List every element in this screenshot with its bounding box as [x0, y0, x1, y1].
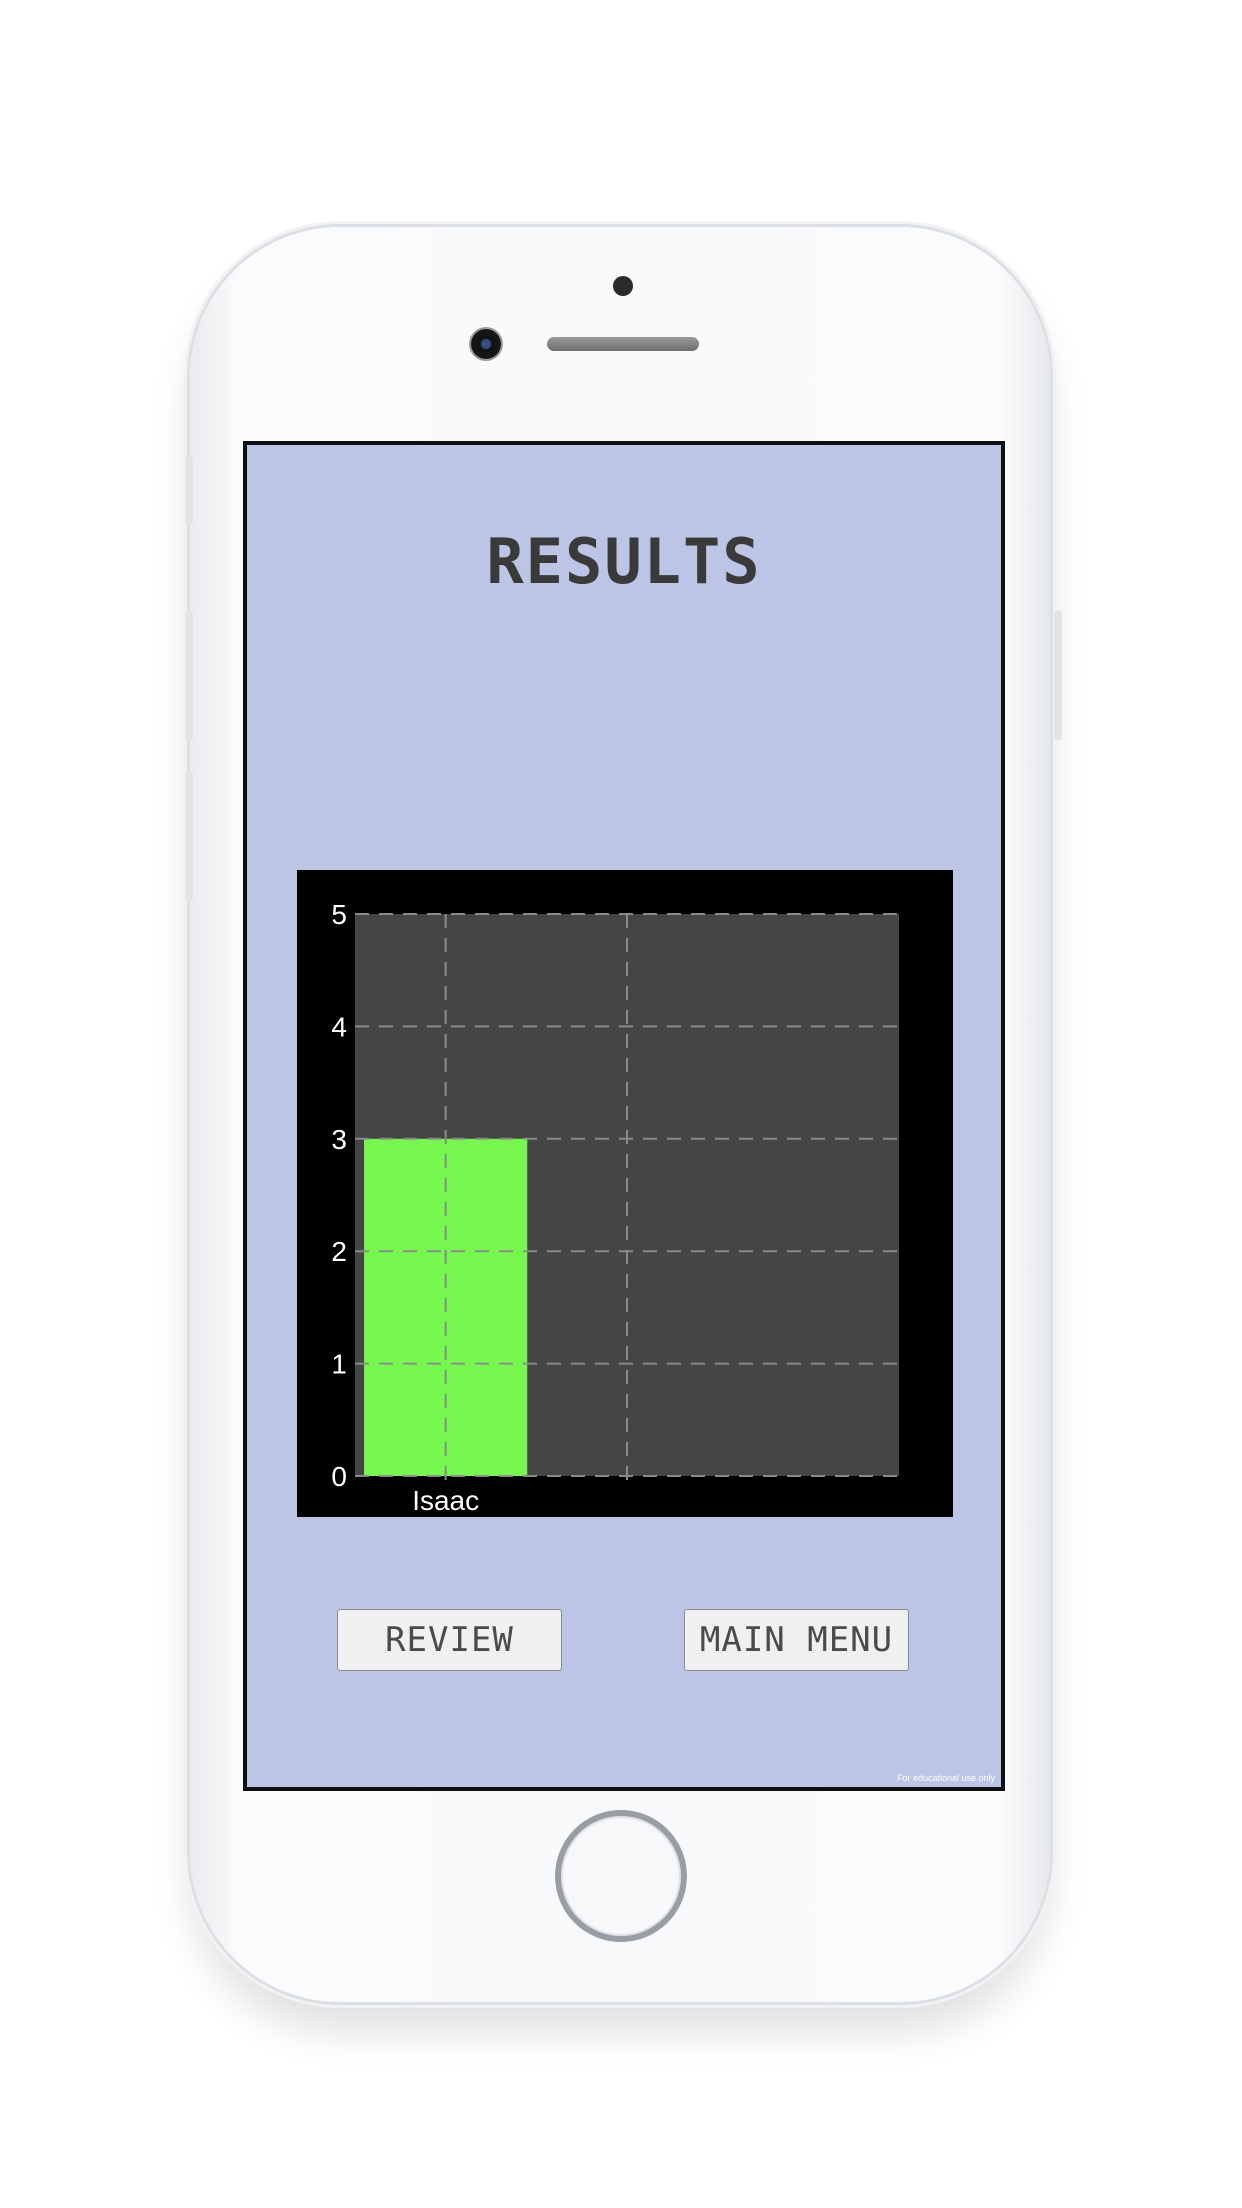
page-title: RESULTS [486, 525, 762, 598]
volume-down-button [185, 772, 193, 902]
y-tick-label: 1 [331, 1349, 347, 1380]
power-button [1054, 610, 1062, 740]
review-button[interactable]: REVIEW [337, 1609, 562, 1671]
bar-chart-svg: 0 1 2 3 4 5 Isaac [331, 899, 899, 1516]
y-tick-label: 5 [331, 899, 347, 930]
y-tick-label: 4 [331, 1011, 347, 1042]
home-button[interactable] [555, 1810, 687, 1942]
volume-up-button [185, 610, 193, 740]
y-tick-label: 0 [331, 1461, 347, 1492]
mute-switch [185, 455, 193, 525]
x-tick-label: Isaac [412, 1485, 479, 1516]
y-tick-label: 3 [331, 1124, 347, 1155]
earpiece-speaker [547, 337, 699, 351]
main-menu-button[interactable]: MAIN MENU [684, 1609, 909, 1671]
watermark-text: For educational use only [896, 1773, 995, 1783]
results-chart: 0 1 2 3 4 5 Isaac [297, 870, 953, 1517]
y-tick-label: 2 [331, 1236, 347, 1267]
app-screen: RESULTS 0 1 2 3 4 5 Isaac REVIEW MAIN MENU For… [243, 441, 1005, 1791]
proximity-sensor [613, 276, 633, 296]
front-camera-icon [471, 329, 501, 359]
